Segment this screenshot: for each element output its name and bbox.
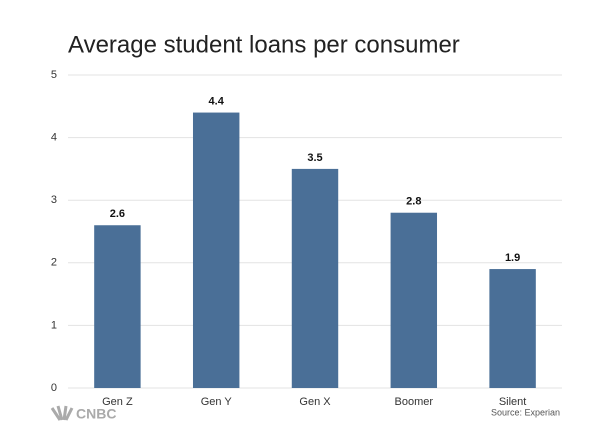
value-label: 1.9: [505, 252, 520, 264]
x-tick-label: Gen Y: [201, 396, 233, 408]
logo-icon: [50, 405, 74, 421]
bar: [489, 269, 536, 388]
bar: [94, 225, 141, 388]
bar: [291, 168, 339, 388]
y-tick-label: 2: [51, 257, 57, 269]
source: Source: Experian: [491, 407, 560, 417]
x-tick-label: Silent: [499, 396, 527, 408]
x-tick-label: Gen Z: [102, 396, 133, 408]
x-tick-label: Boomer: [395, 396, 434, 408]
value-label: 2.6: [110, 208, 125, 220]
logo-peacock: [50, 405, 74, 421]
bar: [390, 212, 438, 388]
y-tick-label: 1: [51, 319, 57, 331]
value-label: 2.8: [406, 196, 421, 208]
value-label: 3.5: [307, 152, 322, 164]
y-tick-label: 4: [51, 132, 57, 144]
x-tick-label: Gen X: [299, 396, 331, 408]
y-tick-label: 5: [51, 69, 57, 81]
y-tick-label: 0: [51, 382, 57, 394]
chart-title: Average student loans per consumer: [68, 31, 460, 58]
value-label: 4.4: [209, 95, 225, 107]
y-tick-label: 3: [51, 194, 57, 206]
logo: CNBC: [76, 406, 116, 422]
bar: [192, 112, 240, 388]
